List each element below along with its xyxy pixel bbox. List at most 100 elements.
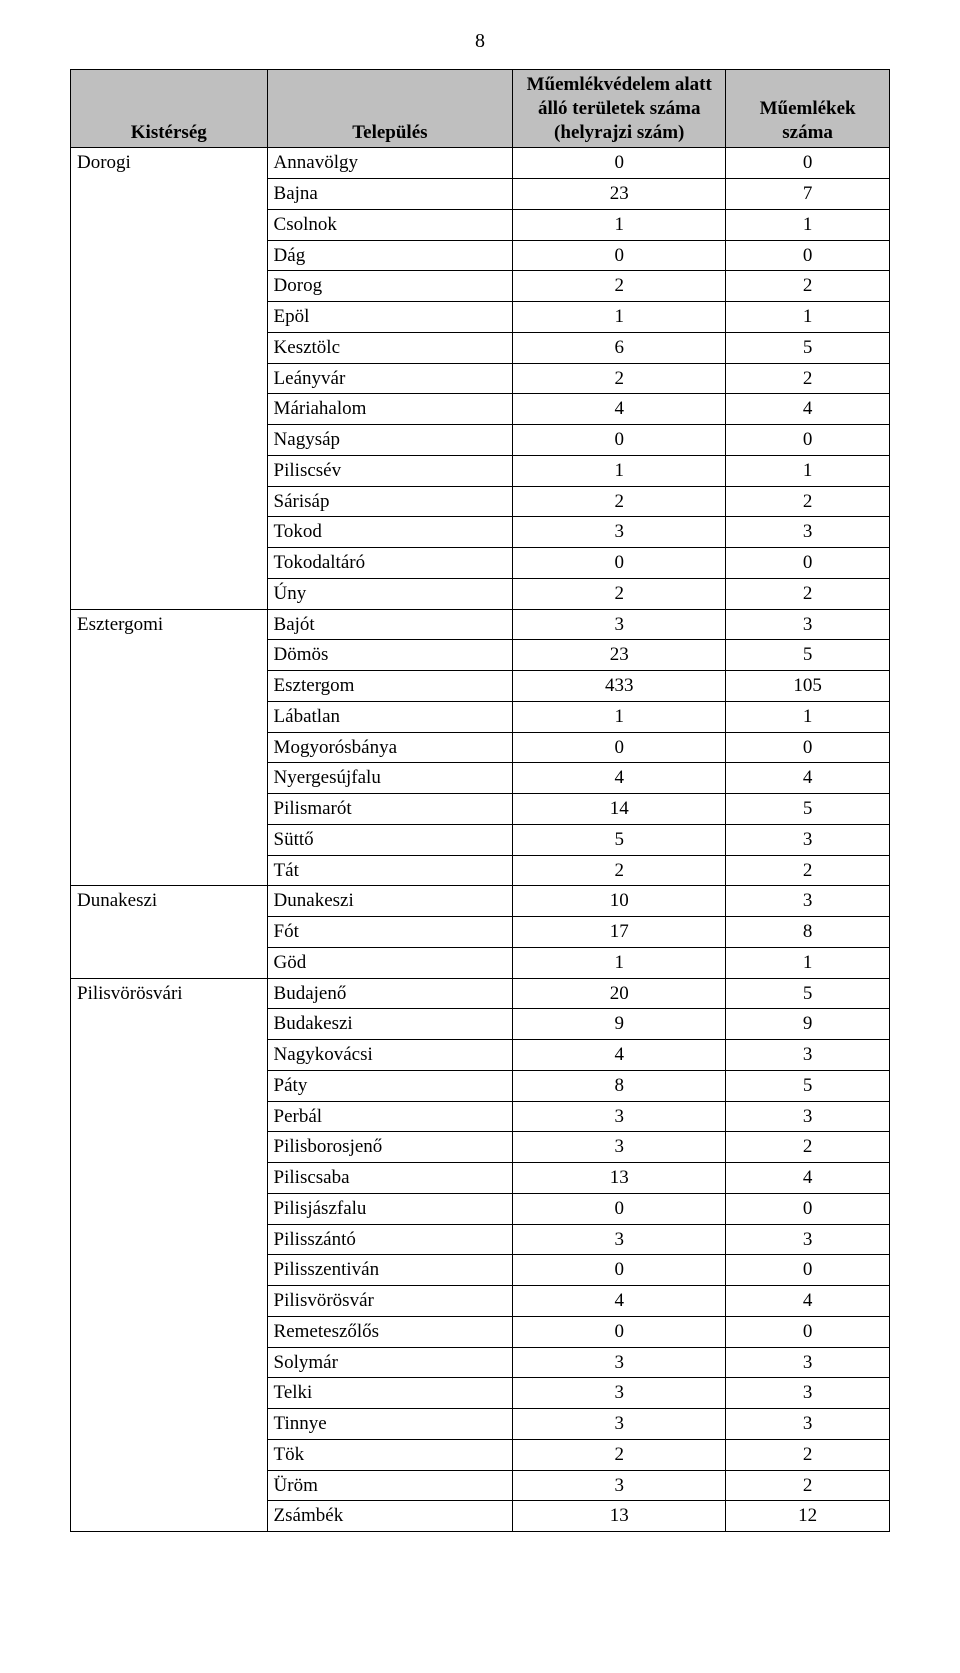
protected-count-cell: 0	[513, 148, 726, 179]
settlement-cell: Üröm	[267, 1470, 513, 1501]
monument-count-cell: 0	[726, 240, 890, 271]
protected-count-cell: 13	[513, 1501, 726, 1532]
protected-count-cell: 3	[513, 1409, 726, 1440]
settlement-cell: Tát	[267, 855, 513, 886]
monument-count-cell: 2	[726, 1439, 890, 1470]
settlement-cell: Dunakeszi	[267, 886, 513, 917]
protected-count-cell: 20	[513, 978, 726, 1009]
protected-count-cell: 0	[513, 1255, 726, 1286]
settlement-cell: Nagykovácsi	[267, 1040, 513, 1071]
settlement-cell: Piliscsaba	[267, 1163, 513, 1194]
monument-count-cell: 2	[726, 578, 890, 609]
settlement-cell: Piliscsév	[267, 455, 513, 486]
protected-count-cell: 2	[513, 486, 726, 517]
settlement-cell: Tinnye	[267, 1409, 513, 1440]
monument-count-cell: 5	[726, 640, 890, 671]
settlement-cell: Pilisszentiván	[267, 1255, 513, 1286]
settlement-cell: Lábatlan	[267, 701, 513, 732]
protected-count-cell: 0	[513, 548, 726, 579]
settlement-cell: Göd	[267, 947, 513, 978]
settlement-cell: Máriahalom	[267, 394, 513, 425]
table-row: DunakesziDunakeszi103	[71, 886, 890, 917]
monument-count-cell: 1	[726, 947, 890, 978]
protected-count-cell: 3	[513, 609, 726, 640]
settlement-cell: Telki	[267, 1378, 513, 1409]
protected-count-cell: 9	[513, 1009, 726, 1040]
monument-count-cell: 0	[726, 1255, 890, 1286]
settlement-cell: Pilisszántó	[267, 1224, 513, 1255]
settlement-cell: Dág	[267, 240, 513, 271]
settlement-cell: Dorog	[267, 271, 513, 302]
monuments-table: Kistérség Település Műemlékvédelem alatt…	[70, 69, 890, 1532]
monument-count-cell: 1	[726, 455, 890, 486]
protected-count-cell: 23	[513, 179, 726, 210]
monument-count-cell: 0	[726, 148, 890, 179]
monument-count-cell: 3	[726, 1101, 890, 1132]
protected-count-cell: 433	[513, 671, 726, 702]
settlement-cell: Budakeszi	[267, 1009, 513, 1040]
settlement-cell: Zsámbék	[267, 1501, 513, 1532]
protected-count-cell: 0	[513, 732, 726, 763]
protected-count-cell: 0	[513, 1193, 726, 1224]
protected-count-cell: 3	[513, 1470, 726, 1501]
protected-count-cell: 0	[513, 240, 726, 271]
protected-count-cell: 1	[513, 701, 726, 732]
protected-count-cell: 3	[513, 1101, 726, 1132]
table-header-row: Kistérség Település Műemlékvédelem alatt…	[71, 70, 890, 148]
protected-count-cell: 3	[513, 1378, 726, 1409]
table-row: DorogiAnnavölgy00	[71, 148, 890, 179]
protected-count-cell: 0	[513, 425, 726, 456]
monument-count-cell: 0	[726, 425, 890, 456]
monument-count-cell: 0	[726, 548, 890, 579]
monument-count-cell: 2	[726, 1470, 890, 1501]
settlement-cell: Pilismarót	[267, 794, 513, 825]
protected-count-cell: 5	[513, 824, 726, 855]
monument-count-cell: 3	[726, 824, 890, 855]
settlement-cell: Bajót	[267, 609, 513, 640]
monument-count-cell: 105	[726, 671, 890, 702]
region-cell: Dunakeszi	[71, 886, 268, 978]
protected-count-cell: 4	[513, 394, 726, 425]
region-cell: Esztergomi	[71, 609, 268, 886]
monument-count-cell: 5	[726, 794, 890, 825]
settlement-cell: Dömös	[267, 640, 513, 671]
settlement-cell: Budajenő	[267, 978, 513, 1009]
protected-count-cell: 10	[513, 886, 726, 917]
protected-count-cell: 4	[513, 763, 726, 794]
monument-count-cell: 3	[726, 1224, 890, 1255]
protected-count-cell: 2	[513, 578, 726, 609]
settlement-cell: Pilisjászfalu	[267, 1193, 513, 1224]
monument-count-cell: 3	[726, 1409, 890, 1440]
monument-count-cell: 2	[726, 271, 890, 302]
settlement-cell: Leányvár	[267, 363, 513, 394]
region-cell: Pilisvörösvári	[71, 978, 268, 1532]
monument-count-cell: 4	[726, 763, 890, 794]
settlement-cell: Solymár	[267, 1347, 513, 1378]
monument-count-cell: 5	[726, 1070, 890, 1101]
settlement-cell: Epöl	[267, 302, 513, 333]
monument-count-cell: 1	[726, 701, 890, 732]
settlement-cell: Bajna	[267, 179, 513, 210]
header-settlement: Település	[267, 70, 513, 148]
settlement-cell: Páty	[267, 1070, 513, 1101]
settlement-cell: Esztergom	[267, 671, 513, 702]
protected-count-cell: 23	[513, 640, 726, 671]
protected-count-cell: 0	[513, 1316, 726, 1347]
monument-count-cell: 1	[726, 209, 890, 240]
settlement-cell: Pilisborosjenő	[267, 1132, 513, 1163]
monument-count-cell: 4	[726, 1163, 890, 1194]
settlement-cell: Fót	[267, 917, 513, 948]
settlement-cell: Tokodaltáró	[267, 548, 513, 579]
monument-count-cell: 2	[726, 855, 890, 886]
header-monuments: Műemlékek száma	[726, 70, 890, 148]
settlement-cell: Nyergesújfalu	[267, 763, 513, 794]
settlement-cell: Tök	[267, 1439, 513, 1470]
monument-count-cell: 3	[726, 1040, 890, 1071]
settlement-cell: Tokod	[267, 517, 513, 548]
protected-count-cell: 2	[513, 1439, 726, 1470]
protected-count-cell: 14	[513, 794, 726, 825]
settlement-cell: Csolnok	[267, 209, 513, 240]
settlement-cell: Pilisvörösvár	[267, 1286, 513, 1317]
monument-count-cell: 12	[726, 1501, 890, 1532]
monument-count-cell: 7	[726, 179, 890, 210]
